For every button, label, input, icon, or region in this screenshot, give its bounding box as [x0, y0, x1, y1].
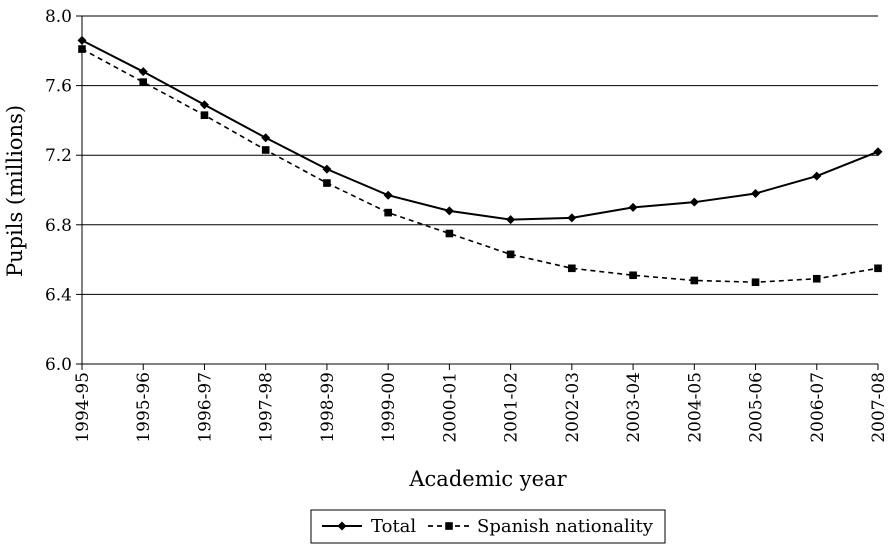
series-line	[81, 48, 879, 284]
data-point	[139, 78, 148, 86]
data-point	[445, 229, 454, 238]
data-point	[812, 274, 821, 283]
data-point	[323, 179, 331, 187]
data-point	[874, 264, 882, 273]
data-point	[444, 206, 454, 216]
x-tick-label: 2004-05	[685, 372, 705, 443]
x-tick-label: 2006-07	[808, 372, 828, 443]
data-point	[200, 111, 209, 119]
data-point	[77, 35, 87, 45]
y-tick-label: 8.0	[45, 7, 72, 27]
data-point	[690, 276, 699, 285]
x-tick-label: 1995-96	[134, 372, 154, 443]
x-tick-label: 2005-06	[747, 372, 767, 443]
data-point	[384, 208, 392, 217]
y-tick-labels: 6.0 6.4 6.8 7.2 7.6 8.0	[45, 7, 72, 375]
legend-item: Total	[322, 516, 416, 537]
legend: Total Spanish nationality	[310, 509, 666, 544]
y-tick-label: 6.8	[45, 216, 72, 236]
x-tick-label: 2000-01	[440, 372, 460, 443]
x-tick-label: 1994-95	[73, 372, 93, 443]
series-total	[77, 35, 883, 225]
data-point	[629, 271, 637, 280]
y-axis-title: Pupils (millions)	[3, 105, 27, 277]
x-tick-label: 1999-00	[379, 372, 399, 443]
y-tick-label: 7.2	[45, 146, 72, 166]
data-point	[261, 146, 270, 154]
data-point	[322, 164, 332, 174]
data-point	[751, 278, 760, 287]
gridlines	[76, 15, 878, 365]
data-point	[689, 197, 699, 207]
x-tick-label: 2001-02	[502, 372, 522, 443]
x-tick-labels: 1994-95 1995-96 1996-97 1997-98 1998-99 1999-…	[73, 372, 889, 443]
legend-label: Total	[371, 516, 416, 537]
data-point	[873, 147, 883, 157]
data-point	[78, 45, 86, 53]
x-tick-label: 1998-99	[318, 372, 338, 443]
series-group	[77, 35, 883, 287]
data-point	[568, 264, 576, 273]
x-tick-label: 1997-98	[257, 372, 277, 443]
x-tick-label: 1996-97	[195, 372, 215, 443]
legend-item: Spanish nationality	[428, 516, 654, 537]
legend-label: Spanish nationality	[477, 516, 654, 537]
series-line	[81, 39, 879, 221]
data-point	[567, 213, 577, 223]
legend-marker	[337, 521, 347, 531]
x-tick-label: 2007-08	[869, 372, 889, 443]
data-point	[383, 190, 393, 200]
legend-marker	[445, 522, 453, 530]
y-tick-label: 6.4	[45, 285, 72, 305]
data-point	[506, 250, 515, 259]
x-tick-label: 2003-04	[624, 372, 644, 443]
x-tick-label: 2002-03	[563, 372, 583, 443]
data-point	[812, 171, 822, 181]
axes	[81, 16, 879, 370]
y-tick-label: 7.6	[45, 77, 72, 97]
data-point	[506, 215, 516, 225]
data-point	[628, 202, 638, 212]
series-spanish-nationality	[78, 45, 882, 287]
y-tick-label: 6.0	[45, 355, 72, 375]
data-point	[138, 67, 148, 77]
data-point	[261, 133, 271, 143]
data-point	[751, 188, 761, 198]
data-point	[199, 100, 209, 110]
x-axis-title: Academic year	[408, 467, 567, 491]
legend-box	[310, 509, 666, 544]
